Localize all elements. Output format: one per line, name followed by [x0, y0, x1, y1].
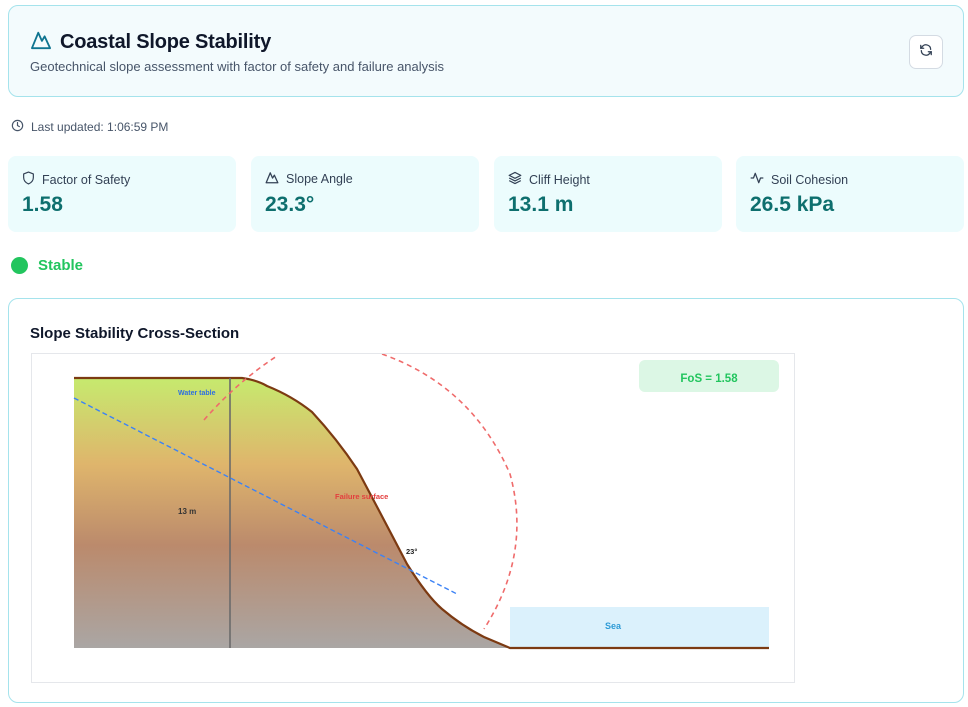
cross-section-card: Slope Stability Cross-Section Sea 13 m — [8, 298, 964, 703]
mountain-icon — [265, 171, 279, 187]
stability-status: Stable — [11, 257, 83, 274]
metric-label: Cliff Height — [529, 172, 590, 187]
fos-badge-text: FoS = 1.58 — [680, 373, 738, 385]
metric-label: Factor of Safety — [42, 172, 131, 187]
header-card: Coastal Slope Stability Geotechnical slo… — [8, 5, 964, 97]
height-label: 13 m — [178, 507, 196, 516]
metric-card-slope-angle: Slope Angle 23.3° — [251, 156, 479, 232]
metric-value: 13.1 m — [508, 193, 574, 216]
app-title: Coastal Slope Stability — [60, 31, 272, 53]
sea-label: Sea — [605, 621, 622, 631]
metric-card-factor-of-safety: Factor of Safety 1.58 — [8, 156, 236, 232]
activity-icon — [750, 171, 764, 188]
failure-surface-label: Failure surface — [335, 492, 388, 501]
last-updated-text: Last updated: 1:06:59 PM — [31, 120, 169, 134]
metric-label: Slope Angle — [286, 172, 353, 186]
metric-value: 23.3° — [265, 193, 315, 216]
title-row: Coastal Slope Stability — [30, 30, 271, 55]
app-subtitle: Geotechnical slope assessment with facto… — [30, 59, 445, 74]
metric-card-soil-cohesion: Soil Cohesion 26.5 kPa — [736, 156, 964, 232]
refresh-icon — [919, 43, 933, 62]
shield-icon — [22, 171, 35, 188]
cross-section-chart: Sea 13 m Water table Failure surface 23°… — [31, 353, 795, 683]
sea-area — [510, 607, 769, 648]
water-table-label: Water table — [178, 390, 216, 397]
status-label: Stable — [38, 257, 84, 274]
metric-value: 26.5 kPa — [750, 193, 835, 216]
clock-icon — [11, 119, 24, 135]
refresh-button[interactable] — [909, 35, 943, 69]
fos-badge — [639, 360, 779, 392]
layers-icon — [508, 171, 522, 188]
soil-profile — [74, 378, 510, 648]
failure-arc — [203, 354, 518, 630]
last-updated: Last updated: 1:06:59 PM — [11, 119, 168, 135]
slope-angle-label: 23° — [406, 547, 417, 556]
ground-surface-line — [74, 376, 769, 650]
cross-section-svg: Sea 13 m Water table Failure surface 23°… — [73, 354, 779, 650]
chart-title: Slope Stability Cross-Section — [30, 325, 240, 342]
metric-value: 1.58 — [22, 193, 63, 216]
status-indicator-dot — [11, 257, 28, 274]
metric-label: Soil Cohesion — [771, 172, 849, 187]
metric-card-cliff-height: Cliff Height 13.1 m — [494, 156, 722, 232]
mountain-icon — [30, 30, 52, 55]
